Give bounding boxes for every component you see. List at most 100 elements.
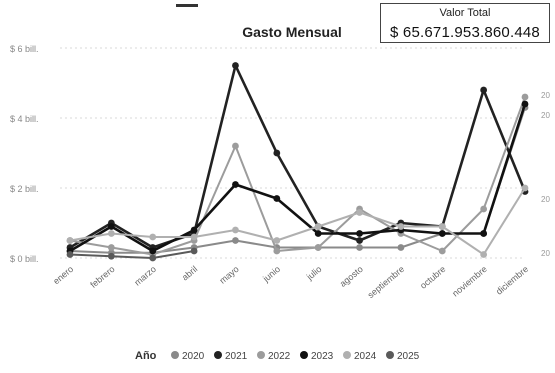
right-labels: 20 20 20 20 [541,91,550,258]
data-point [356,230,363,237]
chart-title: Gasto Mensual [242,24,342,40]
x-tick-label: octubre [418,264,447,291]
data-point [107,244,115,251]
x-tick-label: septiembre [366,264,407,300]
data-point [149,247,157,255]
y-tick-label: $ 4 bill. [10,114,39,124]
right-edge-label: 20 [541,111,550,120]
y-axis: $ 0 bill. $ 2 bill. $ 4 bill. $ 6 bill. [10,44,39,264]
data-point [232,237,239,244]
data-point [438,230,446,237]
series-line [69,250,195,259]
data-point [66,251,74,258]
legend-item[interactable]: 2020 [171,351,205,362]
data-point [190,233,198,241]
x-tick-label: enero [51,264,75,286]
legend-marker [257,351,265,359]
data-point [149,233,157,241]
right-edge-label: 20 [541,195,550,204]
legend-marker [171,351,179,359]
data-point [273,195,281,202]
y-tick-label: $ 2 bill. [10,184,39,194]
total-value-card: Valor Total $ 65.671.953.860.448 [380,3,550,43]
data-point [314,244,322,251]
legend-item[interactable]: 2022 [257,351,291,362]
right-edge-label: 20 [541,91,550,100]
legend-marker [300,351,308,359]
series-2021 [66,62,529,251]
data-point [190,247,198,255]
x-axis: enero febrero marzo abril mayo junio julio agos… [51,264,530,300]
right-edge-label: 20 [541,249,550,258]
data-point [480,205,488,213]
legend-item[interactable]: 2024 [343,351,377,362]
x-tick-label: julio [304,264,323,283]
data-point [273,149,281,157]
series-line [69,96,526,256]
x-tick-label: mayo [217,264,240,286]
card-value: $ 65.671.953.860.448 [390,24,540,41]
legend-label: 2023 [311,351,334,362]
header-mark [176,4,198,7]
data-point [356,244,363,251]
data-point [397,223,405,230]
series-line [69,64,527,249]
data-point [273,247,281,255]
data-point [107,223,115,230]
data-point [438,247,446,255]
data-point [521,93,529,101]
legend-label: 2024 [354,351,377,362]
series-2023 [66,100,529,255]
data-point [314,223,322,230]
data-point [190,226,198,234]
data-point [480,230,488,237]
data-point [480,251,488,258]
data-point [356,237,363,244]
legend-marker [214,351,222,359]
data-point [232,181,239,188]
legend-item[interactable]: 2023 [300,351,334,362]
legend-label: 2021 [225,351,248,362]
y-tick-label: $ 6 bill. [10,44,39,54]
series-layer [66,62,529,262]
data-point [232,142,239,150]
data-point [107,230,115,237]
legend-label: 2025 [397,351,420,362]
x-tick-label: abril [180,264,199,283]
legend-marker [343,351,351,359]
legend-marker [386,351,394,359]
data-point [356,209,363,216]
data-point [107,252,115,260]
series-2025 [66,247,198,262]
legend-item[interactable]: 2025 [386,351,420,362]
x-tick-label: agosto [338,264,365,289]
y-tick-label: $ 0 bill. [10,254,39,264]
data-point [397,244,405,251]
series-line [69,187,526,256]
data-point [66,237,74,244]
legend: Año 2020 2021 2022 2023 2024 2025 [135,350,420,362]
series-2024 [66,184,529,258]
data-point [521,100,529,108]
series-line [69,103,527,253]
data-point [480,86,488,94]
x-tick-label: febrero [88,264,116,290]
x-tick-label: noviembre [450,264,489,299]
legend-title: Año [135,350,157,362]
data-point [149,254,157,262]
legend-item[interactable]: 2021 [214,351,248,362]
data-point [273,237,281,244]
grid-layer [60,47,525,259]
data-point [232,226,239,234]
x-tick-label: diciembre [494,264,530,297]
data-point [314,230,322,237]
data-point [438,223,446,230]
data-point [232,62,239,69]
card-title: Valor Total [439,7,491,19]
legend-label: 2022 [268,351,291,362]
x-tick-label: marzo [132,264,158,288]
legend-label: 2020 [182,351,205,362]
x-tick-label: junio [260,264,282,285]
